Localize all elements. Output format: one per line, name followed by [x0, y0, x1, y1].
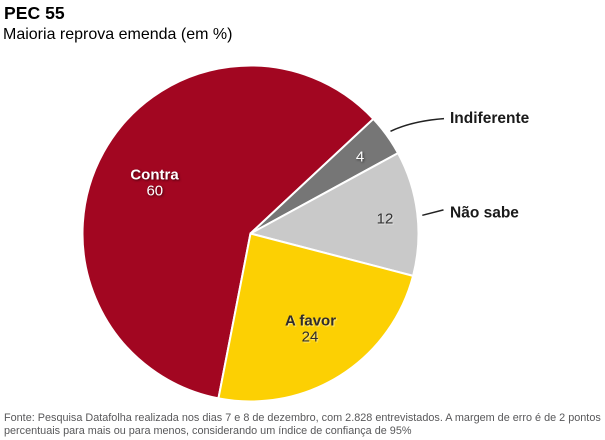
- svg-text:Não sabe: Não sabe: [450, 205, 519, 222]
- svg-text:4: 4: [356, 149, 364, 166]
- svg-text:Indiferente: Indiferente: [450, 110, 530, 127]
- svg-text:12: 12: [377, 211, 394, 228]
- svg-text:60: 60: [146, 183, 163, 200]
- svg-text:Contra: Contra: [130, 167, 179, 184]
- svg-text:A favor: A favor: [285, 312, 336, 329]
- svg-text:24: 24: [302, 329, 319, 346]
